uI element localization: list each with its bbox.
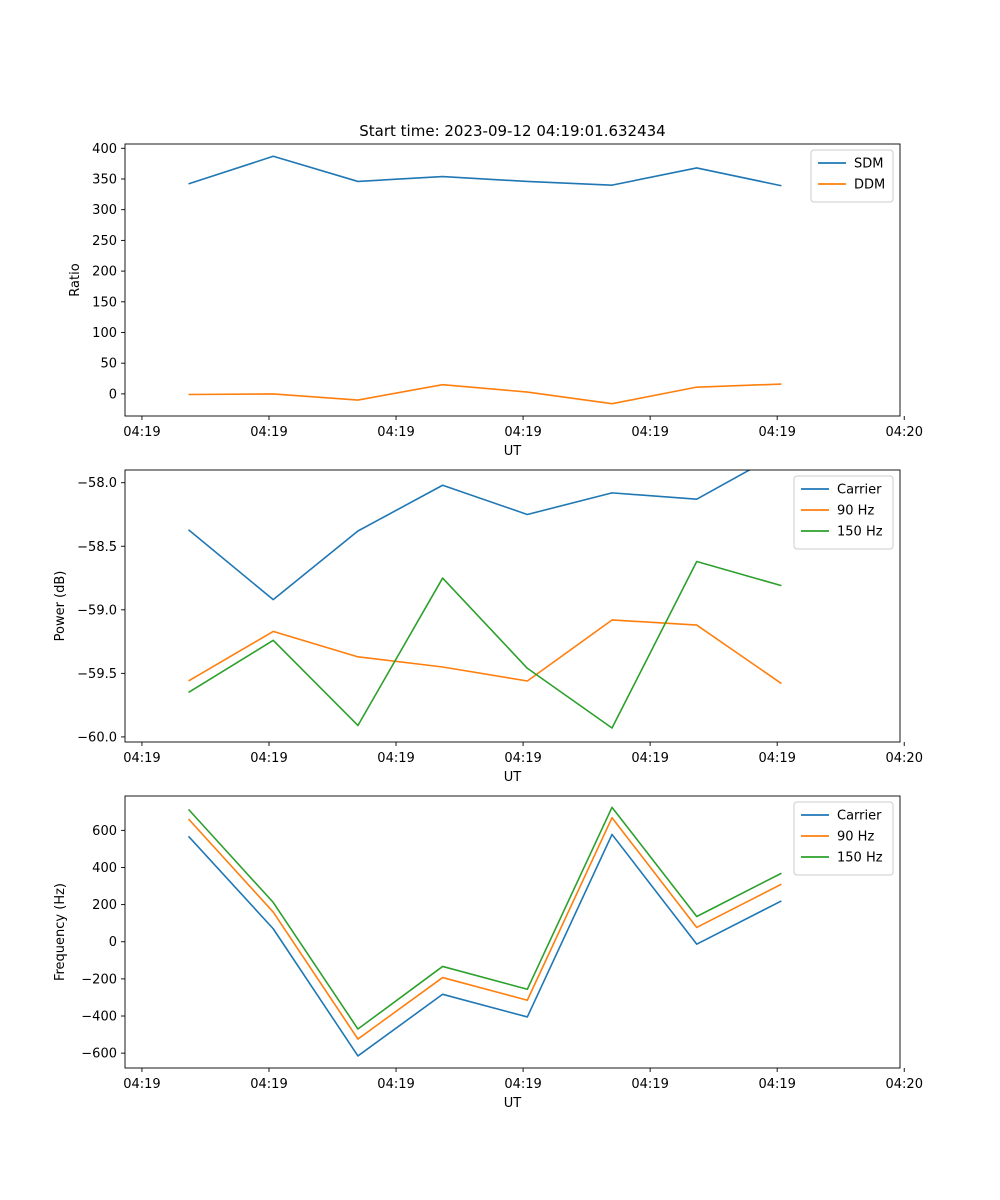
frequency-x-tick-label: 04:19: [250, 1077, 287, 1092]
ratio-chart-panel: 04:19 04:19 04:19 04:19 04:19 04:19 04:20 0 50 10…: [68, 142, 923, 459]
ratio-y-tick-label: 0: [109, 387, 117, 402]
frequency-chart-panel: 04:19 04:19 04:19 04:19 04:19 04:19 04:20 −600 −…: [53, 795, 923, 1111]
ratio-x-tick-label: 04:19: [250, 425, 287, 440]
ratio-x-tick-label: 04:19: [631, 425, 668, 440]
power-legend: Carrier 90 Hz 150 Hz: [793, 475, 894, 550]
ratio-series-line-ddm: [188, 383, 782, 405]
frequency-series-line-carrier: [187, 833, 782, 1057]
power-series-line-150-hz: [188, 560, 782, 729]
power-x-tick-label: 04:19: [123, 751, 160, 766]
ratio-y-tick-label: 250: [92, 234, 117, 249]
frequency-y-axis-label: Frequency (Hz): [53, 883, 68, 981]
ratio-legend: SDM DDM: [810, 149, 894, 203]
frequency-x-tick-label: 04:19: [631, 1077, 668, 1092]
frequency-legend: Carrier 90 Hz 150 Hz: [793, 801, 894, 876]
ratio-y-tick-label: 400: [92, 142, 117, 157]
frequency-x-tick-label: 04:19: [123, 1077, 160, 1092]
figure-title: Start time: 2023-09-12 04:19:01.632434: [359, 122, 665, 140]
frequency-series-line-150-hz: [187, 806, 782, 1030]
ratio-x-tick-label: 04:19: [504, 425, 541, 440]
ratio-y-tick-label: 350: [92, 172, 117, 187]
frequency-y-tick-label: −600: [81, 1047, 117, 1062]
ratio-x-tick-label: 04:20: [886, 425, 923, 440]
ratio-x-tick-label: 04:19: [123, 425, 160, 440]
power-legend-label: 90 Hz: [837, 504, 874, 519]
frequency-y-tick-label: 600: [92, 824, 117, 839]
power-legend-label: Carrier: [837, 483, 882, 498]
frequency-y-tick-label: −200: [81, 972, 117, 987]
ratio-x-tick-label: 04:19: [377, 425, 414, 440]
power-x-tick-label: 04:20: [886, 751, 923, 766]
power-y-tick-label: −60.0: [77, 730, 117, 745]
frequency-legend-label: Carrier: [837, 809, 882, 824]
ratio-y-tick-label: 150: [92, 295, 117, 310]
ratio-y-tick-label: 50: [100, 357, 117, 372]
power-y-tick-label: −58.5: [77, 540, 117, 555]
power-legend-label: 150 Hz: [837, 525, 883, 540]
power-x-axis-label: UT: [504, 770, 522, 785]
power-x-tick-label: 04:19: [377, 751, 414, 766]
frequency-legend-label: 90 Hz: [837, 830, 874, 845]
ratio-y-tick-label: 200: [92, 265, 117, 280]
ratio-x-axis-label: UT: [504, 444, 522, 459]
frequency-x-axis-label: UT: [504, 1096, 522, 1111]
power-y-axis-label: Power (dB): [53, 571, 68, 642]
power-x-tick-label: 04:19: [758, 751, 795, 766]
frequency-x-tick-label: 04:19: [504, 1077, 541, 1092]
frequency-series-line-90-hz: [187, 816, 782, 1040]
power-y-tick-label: −59.0: [77, 603, 117, 618]
frequency-y-tick-label: −400: [81, 1010, 117, 1025]
ratio-y-axis-label: Ratio: [68, 263, 83, 296]
power-x-tick-label: 04:19: [250, 751, 287, 766]
power-series-line-90-hz: [188, 619, 782, 685]
ratio-series-line-sdm: [188, 155, 782, 187]
ratio-y-tick-label: 100: [92, 326, 117, 341]
power-series-line-carrier: [188, 470, 752, 601]
frequency-x-tick-label: 04:20: [886, 1077, 923, 1092]
power-x-tick-label: 04:19: [631, 751, 668, 766]
power-x-tick-label: 04:19: [504, 751, 541, 766]
ratio-y-tick-label: 300: [92, 203, 117, 218]
frequency-y-tick-label: 0: [109, 935, 117, 950]
frequency-legend-label: 150 Hz: [837, 851, 883, 866]
ratio-legend-label: SDM: [854, 157, 883, 172]
power-y-tick-label: −59.5: [77, 667, 117, 682]
power-y-tick-label: −58.0: [77, 476, 117, 491]
ratio-legend-label: DDM: [854, 178, 885, 193]
ratio-x-tick-label: 04:19: [758, 425, 795, 440]
ratio-axes-frame: [124, 143, 901, 417]
frequency-x-tick-label: 04:19: [377, 1077, 414, 1092]
frequency-axes-frame: [124, 795, 901, 1069]
frequency-y-tick-label: 400: [92, 861, 117, 876]
frequency-y-tick-label: 200: [92, 898, 117, 913]
power-chart-panel: 04:19 04:19 04:19 04:19 04:19 04:19 04:20 −60.0…: [53, 469, 923, 785]
frequency-x-tick-label: 04:19: [758, 1077, 795, 1092]
power-axes-frame: [124, 469, 901, 743]
